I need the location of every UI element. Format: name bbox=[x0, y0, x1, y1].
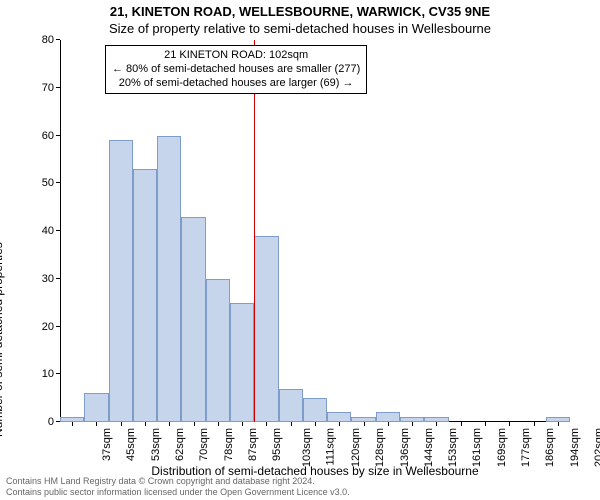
y-tick-label: 40 bbox=[42, 225, 60, 237]
x-tick-mark bbox=[121, 422, 122, 426]
x-tick-label: 136sqm bbox=[399, 428, 411, 467]
x-tick-label: 45sqm bbox=[125, 428, 137, 461]
y-tick-label: 70 bbox=[42, 82, 60, 94]
x-tick-mark bbox=[558, 422, 559, 426]
x-tick-label: 153sqm bbox=[447, 428, 459, 467]
y-tick-mark bbox=[56, 230, 60, 231]
x-tick-mark bbox=[218, 422, 219, 426]
histogram-bar bbox=[206, 279, 230, 422]
y-tick-label: 30 bbox=[42, 273, 60, 285]
y-tick-mark bbox=[56, 39, 60, 40]
x-tick-label: 95sqm bbox=[271, 428, 283, 461]
y-tick-mark bbox=[56, 278, 60, 279]
y-tick-mark bbox=[56, 135, 60, 136]
histogram-bar bbox=[254, 236, 278, 422]
x-tick-mark bbox=[96, 422, 97, 426]
histogram-bar bbox=[279, 389, 303, 422]
x-tick-mark bbox=[412, 422, 413, 426]
chart-container: 21, KINETON ROAD, WELLESBOURNE, WARWICK,… bbox=[0, 0, 600, 500]
x-tick-label: 53sqm bbox=[150, 428, 162, 461]
x-tick-label: 120sqm bbox=[350, 428, 362, 467]
y-tick-mark bbox=[56, 373, 60, 374]
x-tick-mark bbox=[291, 422, 292, 426]
annotation-line: 20% of semi-detached houses are larger (… bbox=[112, 77, 360, 91]
x-tick-mark bbox=[509, 422, 510, 426]
x-tick-label: 62sqm bbox=[174, 428, 186, 461]
x-tick-mark bbox=[388, 422, 389, 426]
plot-area: 0102030405060708037sqm45sqm53sqm62sqm70s… bbox=[60, 40, 570, 422]
x-tick-mark bbox=[169, 422, 170, 426]
histogram-bar bbox=[303, 398, 327, 422]
x-tick-mark bbox=[436, 422, 437, 426]
annotation-line: 21 KINETON ROAD: 102sqm bbox=[112, 49, 360, 63]
footer-line-1: Contains HM Land Registry data © Crown c… bbox=[6, 476, 350, 487]
histogram-bar bbox=[327, 412, 351, 422]
annotation-line: ← 80% of semi-detached houses are smalle… bbox=[112, 63, 360, 77]
histogram-bar bbox=[376, 412, 400, 422]
x-tick-mark bbox=[72, 422, 73, 426]
x-tick-label: 111sqm bbox=[324, 428, 336, 466]
x-tick-label: 37sqm bbox=[101, 428, 113, 461]
y-tick-label: 10 bbox=[42, 368, 60, 380]
y-tick-label: 60 bbox=[42, 130, 60, 142]
chart-title-sub: Size of property relative to semi-detach… bbox=[0, 21, 600, 36]
x-tick-label: 169sqm bbox=[496, 428, 508, 467]
x-tick-mark bbox=[266, 422, 267, 426]
x-tick-mark bbox=[242, 422, 243, 426]
x-tick-label: 87sqm bbox=[247, 428, 259, 461]
y-axis-line bbox=[60, 40, 61, 422]
histogram-bar bbox=[181, 217, 205, 422]
y-tick-label: 0 bbox=[48, 416, 60, 428]
x-tick-label: 177sqm bbox=[520, 428, 532, 467]
histogram-bar bbox=[84, 393, 108, 422]
x-tick-mark bbox=[339, 422, 340, 426]
x-tick-mark bbox=[485, 422, 486, 426]
histogram-bar bbox=[109, 140, 133, 422]
x-tick-mark bbox=[534, 422, 535, 426]
histogram-bar bbox=[133, 169, 157, 422]
x-tick-label: 70sqm bbox=[198, 428, 210, 461]
histogram-bar bbox=[157, 136, 181, 423]
chart-title-main: 21, KINETON ROAD, WELLESBOURNE, WARWICK,… bbox=[0, 4, 600, 19]
x-tick-label: 186sqm bbox=[544, 428, 556, 467]
annotation-box: 21 KINETON ROAD: 102sqm← 80% of semi-det… bbox=[105, 45, 367, 94]
x-tick-label: 128sqm bbox=[374, 428, 386, 467]
x-tick-label: 194sqm bbox=[569, 428, 581, 467]
x-tick-mark bbox=[145, 422, 146, 426]
y-tick-mark bbox=[56, 326, 60, 327]
x-tick-mark bbox=[364, 422, 365, 426]
x-tick-label: 144sqm bbox=[423, 428, 435, 467]
x-tick-label: 161sqm bbox=[472, 428, 484, 467]
y-axis-label: Number of semi-detached properties bbox=[0, 242, 5, 437]
x-tick-mark bbox=[315, 422, 316, 426]
footer-line-2: Contains public sector information licen… bbox=[6, 487, 350, 498]
marker-vline bbox=[254, 40, 255, 422]
x-tick-mark bbox=[461, 422, 462, 426]
x-tick-label: 103sqm bbox=[302, 428, 314, 467]
y-tick-label: 20 bbox=[42, 321, 60, 333]
x-tick-mark bbox=[194, 422, 195, 426]
histogram-bar bbox=[230, 303, 254, 422]
y-tick-mark bbox=[56, 87, 60, 88]
x-tick-label: 202sqm bbox=[593, 428, 600, 467]
y-tick-mark bbox=[56, 182, 60, 183]
footer-attribution: Contains HM Land Registry data © Crown c… bbox=[6, 476, 350, 498]
y-tick-label: 80 bbox=[42, 34, 60, 46]
x-tick-label: 78sqm bbox=[223, 428, 235, 461]
y-tick-label: 50 bbox=[42, 177, 60, 189]
